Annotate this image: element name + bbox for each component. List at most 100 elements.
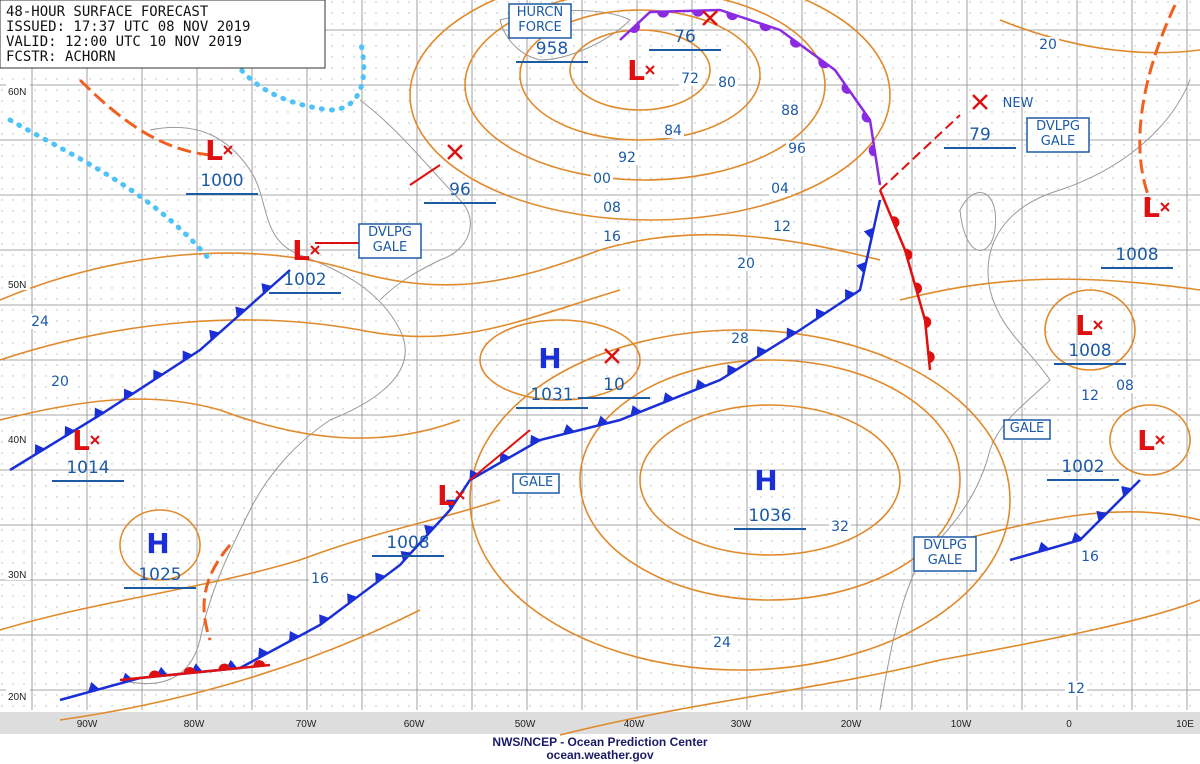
- map-background: [0, 0, 1200, 735]
- low-symbol: L: [627, 54, 645, 87]
- boxed-label: DVLPG: [923, 538, 967, 553]
- graticule: [0, 0, 1200, 734]
- low-symbol: L: [72, 424, 90, 457]
- front-glyph: [253, 660, 266, 667]
- isobar-label-bg: [1114, 378, 1136, 393]
- isobars: [0, 0, 1200, 736]
- longitude-label: 10E: [1176, 719, 1194, 730]
- boxed-label: DVLPG: [368, 225, 412, 240]
- isobar-label: 72: [681, 71, 699, 87]
- front-glyph: [1037, 541, 1050, 553]
- isobar-label: 24: [31, 314, 49, 330]
- low-cross: [1160, 202, 1170, 212]
- boxed-label: GALE: [373, 240, 407, 255]
- low-symbol: L: [1075, 309, 1093, 342]
- high-symbol: H: [754, 464, 777, 497]
- isobar-label: 96: [788, 141, 806, 157]
- lat-label-bg: [6, 84, 30, 97]
- isobar-label: 12: [1067, 681, 1085, 697]
- isobar-label-bg: [601, 200, 623, 215]
- front-glyph: [123, 388, 134, 400]
- front-glyph: [692, 10, 705, 17]
- isobar-label: 80: [718, 75, 736, 91]
- isobar-label: 88: [781, 103, 799, 119]
- isobar-label-bg: [591, 171, 613, 186]
- low-cross: [645, 65, 655, 75]
- isobar-label: 12: [1081, 388, 1099, 404]
- pressure-label: 1031: [530, 385, 573, 405]
- header-line: VALID: 12:00 UTC 10 NOV 2019: [6, 34, 242, 50]
- front-glyph: [182, 350, 193, 362]
- low-symbol: L: [1137, 424, 1155, 457]
- isobar-label: 08: [603, 200, 621, 216]
- track: [409, 164, 441, 186]
- track: [879, 114, 961, 191]
- isobar-label-bg: [1079, 549, 1101, 564]
- pressure-label: 958: [536, 39, 568, 59]
- latitude-label: 40N: [8, 435, 26, 446]
- header-box: [0, 0, 326, 69]
- isobar-label-bg: [1065, 681, 1087, 696]
- low-cross: [1093, 320, 1103, 330]
- isobar-label: 20: [1039, 37, 1057, 53]
- front-glyph: [856, 261, 867, 274]
- high-symbol: H: [146, 527, 169, 560]
- front-glyph: [928, 351, 935, 363]
- front-glyph: [424, 525, 435, 536]
- isobar-label: 24: [713, 635, 731, 651]
- isobar-label-bg: [29, 314, 51, 329]
- longitude-label: 10W: [951, 719, 972, 730]
- front-glyph: [562, 424, 575, 435]
- front-glyph: [209, 329, 220, 341]
- boxed-label: DVLPG: [1036, 119, 1080, 134]
- track: [469, 429, 531, 481]
- isobar-label: 20: [737, 256, 755, 272]
- isobar-label: 00: [593, 171, 611, 187]
- isobar-label: 12: [773, 219, 791, 235]
- pressure-label: 1008: [1068, 341, 1111, 361]
- boxed-label-frame: [1003, 419, 1051, 440]
- pressure-label: 10: [603, 375, 625, 395]
- boxed-label: GALE: [519, 475, 553, 490]
- isobar-label: 20: [51, 374, 69, 390]
- front-glyph: [695, 379, 707, 390]
- latitude-label: 20N: [8, 692, 26, 703]
- front-glyph: [347, 593, 358, 605]
- low-cross: [1155, 435, 1165, 445]
- isobar-label: 92: [618, 150, 636, 166]
- front-glyph: [657, 11, 670, 18]
- front-glyph: [629, 22, 640, 33]
- isobar-label-bg: [662, 123, 684, 138]
- latitude-label: 60N: [8, 87, 26, 98]
- latitude-label: 30N: [8, 570, 26, 581]
- lat-label-bg: [6, 277, 30, 290]
- front-glyph: [446, 499, 457, 510]
- longitude-label: 20W: [841, 719, 862, 730]
- isobar-label: 08: [1116, 378, 1134, 394]
- high-symbol: H: [538, 342, 561, 375]
- longitude-label: 50W: [515, 719, 536, 730]
- boxed-label-frame: [358, 223, 422, 259]
- front-glyph: [662, 392, 675, 403]
- front-glyph: [499, 452, 511, 463]
- longitude-label: 40W: [624, 719, 645, 730]
- front-glyph: [64, 425, 75, 437]
- front-glyph: [726, 12, 739, 21]
- front-glyph: [148, 670, 161, 678]
- longitude-label: 70W: [296, 719, 317, 730]
- pressure-label: 1002: [1061, 457, 1104, 477]
- boxed-label-frame: [1026, 117, 1090, 153]
- longitude-label: 90W: [77, 719, 98, 730]
- isobar-label: 28: [731, 331, 749, 347]
- trough: [202, 544, 232, 641]
- longitude-label: 80W: [184, 719, 205, 730]
- header-line: 48-HOUR SURFACE FORECAST: [6, 4, 209, 20]
- center-cross: [972, 94, 988, 110]
- low-cross: [310, 245, 320, 255]
- isobar-label-bg: [786, 141, 808, 156]
- header-line: FCSTR: ACHORN: [6, 49, 116, 65]
- pressure-label: 76: [674, 27, 696, 47]
- front-glyph: [845, 289, 856, 300]
- front-glyph: [218, 663, 231, 671]
